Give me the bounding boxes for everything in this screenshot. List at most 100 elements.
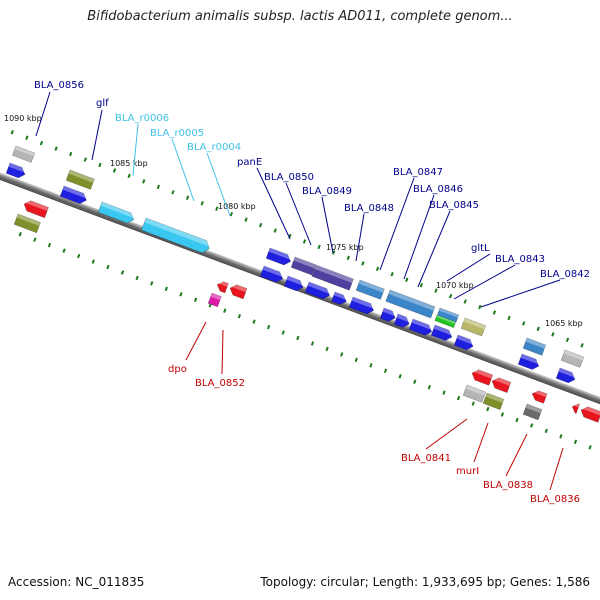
gene-bla0847-shape — [355, 279, 385, 300]
gene-bla0845-cds-shine — [411, 319, 434, 331]
scale-tick — [39, 140, 44, 146]
gene-pane-shape — [265, 247, 291, 266]
gene-bla0842-shape — [522, 337, 547, 356]
scale-tick — [580, 343, 584, 348]
gene-label: BLA_0856 — [34, 80, 84, 91]
gene-bla0845-b-shape — [434, 314, 457, 329]
scale-tick — [448, 293, 453, 299]
gene-bla0843-shine — [456, 335, 475, 345]
scale-tick — [302, 239, 307, 244]
gene-bla0852-shine — [210, 293, 222, 301]
scale-tick — [106, 264, 110, 270]
scale-tick — [507, 315, 511, 321]
scale-tick — [325, 346, 329, 352]
leader-line — [206, 152, 231, 217]
scale-tick — [267, 324, 271, 330]
scale-tick — [62, 248, 66, 253]
scale-tick — [434, 288, 438, 293]
gene-extra-gray-shine — [563, 350, 584, 361]
gene-label: panE — [237, 157, 262, 168]
gene-bla0848-b-shape — [331, 291, 347, 305]
gene-label: BLA_0846 — [413, 184, 463, 195]
topology-text: Topology: circular; Length: 1,933,695 bp… — [260, 575, 590, 589]
gene-bla0856-cds — [5, 162, 27, 179]
gene-bla0846-cds-shape — [379, 307, 396, 322]
leader-line — [285, 182, 312, 246]
gene-dpo-shine — [217, 280, 229, 287]
gene-bla0848-shine — [307, 282, 332, 295]
gene-bla-r0006-shape — [97, 201, 135, 224]
gene-bla0850-shine — [293, 257, 316, 269]
scale-tick — [390, 272, 394, 277]
scale-tick — [588, 445, 592, 450]
gene-label: BLA_r0005 — [150, 128, 204, 139]
scale-tick — [565, 337, 570, 343]
gene-bla0856-shape — [12, 145, 36, 163]
gene-muri — [491, 376, 512, 393]
leader-line — [453, 264, 516, 300]
gene-bla0846-b-shine — [396, 314, 412, 323]
leader-line — [505, 433, 528, 477]
gene-bla0848-shape — [304, 281, 330, 300]
scale-tick — [551, 332, 555, 337]
scale-tick — [456, 395, 461, 401]
scale-tick — [18, 232, 22, 237]
leader-line — [425, 418, 468, 450]
gene-bla0838-shape — [531, 390, 548, 404]
leader-line — [132, 123, 139, 177]
scale-tick — [185, 195, 190, 201]
gene-glf-shine — [68, 170, 95, 183]
gene-bla0845 — [436, 307, 460, 323]
gene-bla0836-shine — [572, 402, 580, 408]
gene-bla0850-cds-shape — [259, 265, 284, 283]
gene-bla0843-b-shape — [460, 317, 486, 337]
gene-gltl-shape — [430, 324, 453, 341]
scale-label: 1080 kbp — [218, 202, 256, 211]
scale-label: 1075 kbp — [326, 243, 364, 252]
scale-tick — [471, 401, 475, 406]
scale-tick — [69, 151, 73, 157]
gene-bla-r0006 — [97, 201, 136, 224]
scale-tick — [281, 330, 285, 335]
gene-bla0847-cds-shine — [351, 297, 376, 310]
scale-tick — [244, 217, 248, 222]
scale-tick — [200, 201, 204, 206]
scale-tick — [142, 179, 146, 184]
gene-label: dpo — [168, 364, 187, 375]
gene-label: murI — [456, 466, 479, 477]
gene-bla0848 — [304, 281, 332, 300]
leader-line — [473, 422, 489, 463]
scale-tick — [10, 130, 14, 135]
gene-label: BLA_0849 — [302, 186, 352, 197]
gene-gltl-shine — [433, 325, 454, 336]
gene-bla0843-b-shine — [463, 318, 486, 330]
scale-tick — [273, 228, 277, 233]
gene-label: BLA_r0004 — [187, 142, 241, 153]
leader-line — [355, 213, 365, 262]
gene-bla0842-cds-shape — [517, 353, 540, 370]
gene-glf — [65, 169, 95, 190]
scale-tick — [193, 297, 198, 303]
gene-bla0847-cds — [348, 296, 376, 315]
leader-line — [480, 279, 561, 308]
gene-bla0838-b-shine — [525, 404, 542, 414]
gene-bla0838-b — [522, 403, 543, 421]
gene-lower-olive-shine — [16, 214, 41, 227]
scale-label: 1070 kbp — [436, 281, 474, 290]
scale-tick — [375, 266, 380, 272]
scale-tick — [252, 319, 256, 324]
gene-label: glf — [96, 98, 109, 109]
gene-bla0852 — [207, 292, 222, 308]
scale-tick — [383, 368, 388, 374]
scale-tick — [77, 253, 81, 259]
gene-muri-b-shape — [482, 392, 505, 410]
gene-label: BLA_0850 — [264, 172, 314, 183]
gene-bla0842-shine — [525, 338, 546, 349]
scale-label: 1085 kbp — [110, 159, 148, 168]
gene-muri-b-shine — [485, 393, 504, 403]
gene-bla0846-b — [393, 313, 412, 328]
gene-bla0838 — [531, 389, 548, 404]
gene-label: BLA_r0006 — [115, 113, 169, 124]
gene-bla-r0005 — [141, 217, 212, 254]
